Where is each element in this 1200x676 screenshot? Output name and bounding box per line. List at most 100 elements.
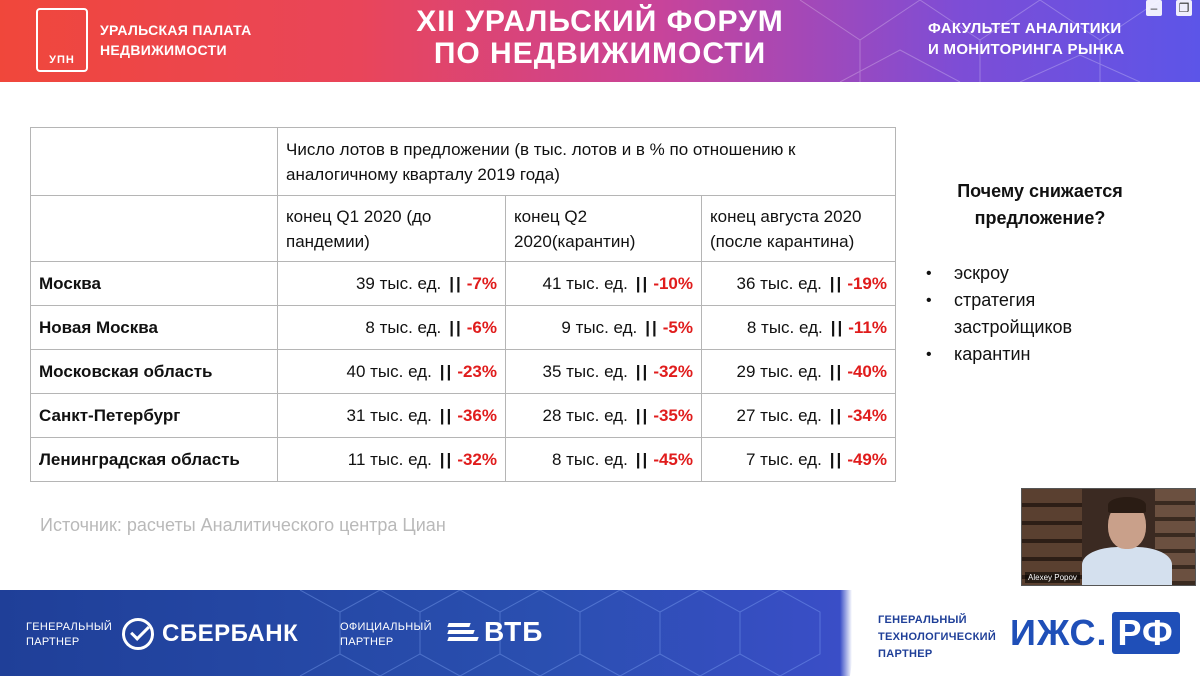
table-corner-cell-2 — [30, 195, 278, 262]
cell-separator: || — [635, 273, 650, 293]
cell-value: 8 тыс. ед. — [746, 317, 823, 337]
cell-percent: -19% — [847, 273, 887, 293]
cell-separator: || — [829, 405, 844, 425]
region-name: Новая Москва — [30, 305, 278, 350]
column-header-q2: конец Q2 2020(карантин) — [505, 195, 702, 262]
table-cell: 31 тыс. ед. || -36% — [277, 393, 506, 438]
footer-hex-pattern — [299, 590, 821, 676]
list-item: карантин — [922, 341, 1142, 368]
region-name: Москва — [30, 261, 278, 306]
cell-percent: -34% — [847, 405, 887, 425]
chamber-name: УРАЛЬСКАЯ ПАЛАТА НЕДВИЖИМОСТИ — [100, 20, 252, 60]
cell-value: 29 тыс. ед. — [736, 361, 822, 381]
general-partner-line2: ПАРТНЕР — [26, 636, 80, 648]
region-name: Московская область — [30, 349, 278, 394]
cell-percent: -36% — [457, 405, 497, 425]
chamber-line2: НЕДВИЖИМОСТИ — [100, 42, 227, 58]
cell-separator: || — [635, 405, 650, 425]
restore-button[interactable]: ❐ — [1176, 0, 1192, 16]
table-cell: 29 тыс. ед. || -40% — [701, 349, 896, 394]
column-header-august: конец августа 2020 (после карантина) — [701, 195, 896, 262]
logo-text: УПН — [49, 54, 75, 66]
list-item: стратегия застройщиков — [922, 287, 1142, 341]
forum-line1: XII УРАЛЬСКИЙ ФОРУМ — [416, 5, 784, 38]
faculty-line1: ФАКУЛЬТЕТ АНАЛИТИКИ — [928, 20, 1122, 37]
general-partner-label: ГЕНЕРАЛЬНЫЙ ПАРТНЕР — [26, 620, 112, 650]
izhs-logo: ИЖС. РФ — [1010, 612, 1180, 654]
side-question: Почему снижается предложение? — [957, 181, 1123, 228]
table-cell: 27 тыс. ед. || -34% — [701, 393, 896, 438]
faculty-line2: И МОНИТОРИНГА РЫНКА — [928, 41, 1125, 58]
person-hair — [1108, 497, 1146, 513]
cell-separator: || — [449, 273, 463, 293]
cell-percent: -32% — [653, 361, 693, 381]
vtb-name: ВТБ — [484, 616, 544, 647]
header-grid-pattern — [799, 0, 1161, 82]
bookshelf-left — [1022, 489, 1082, 585]
cell-percent: -49% — [847, 449, 887, 469]
tech-partner-line2: ТЕХНОЛОГИЧЕСКИЙ — [878, 631, 997, 643]
tech-partner-line1: ГЕНЕРАЛЬНЫЙ — [878, 614, 967, 626]
table-cell: 11 тыс. ед. || -32% — [277, 437, 506, 482]
table-cell: 9 тыс. ед. || -5% — [505, 305, 702, 350]
cell-value: 27 тыс. ед. — [736, 405, 822, 425]
participant-name: Alexey Popov — [1025, 572, 1080, 583]
cell-value: 40 тыс. ед. — [346, 361, 432, 381]
table-column-header-row: конец Q1 2020 (до пандемии) конец Q2 202… — [30, 195, 896, 262]
cell-percent: -40% — [847, 361, 887, 381]
cell-separator: || — [439, 405, 454, 425]
table-cell: 39 тыс. ед. || -7% — [277, 261, 506, 306]
cell-separator: || — [830, 317, 845, 337]
source-note: Источник: расчеты Аналитического центра … — [40, 515, 446, 535]
cell-percent: -11% — [848, 317, 887, 337]
table-row: Москва 39 тыс. ед. || -7% 41 тыс. ед. || -10… — [30, 261, 896, 306]
tech-partner-line3: ПАРТНЕР — [878, 648, 933, 660]
tech-partner-label: ГЕНЕРАЛЬНЫЙ ТЕХНОЛОГИЧЕСКИЙ ПАРТНЕР — [878, 612, 996, 663]
reasons-list: эскроу стратегия застройщиков карантин — [922, 260, 1142, 368]
cell-value: 41 тыс. ед. — [542, 273, 628, 293]
table-cell: 8 тыс. ед. || -45% — [505, 437, 702, 482]
cell-percent: -7% — [466, 273, 497, 293]
forum-line2: ПО НЕДВИЖИМОСТИ — [433, 37, 767, 70]
column-header-q1: конец Q1 2020 (до пандемии) — [277, 195, 506, 262]
cell-separator: || — [635, 449, 650, 469]
cell-separator: || — [439, 361, 454, 381]
official-partner-line1: ОФИЦИАЛЬНЫЙ — [340, 621, 432, 633]
cell-separator: || — [439, 449, 454, 469]
cell-separator: || — [829, 361, 844, 381]
cell-value: 7 тыс. ед. — [745, 449, 822, 469]
footer-banner — [0, 590, 1200, 676]
sberbank-logo: СБЕРБАНК — [122, 618, 298, 650]
cell-value: 9 тыс. ед. — [561, 317, 638, 337]
table-cell: 7 тыс. ед. || -49% — [701, 437, 896, 482]
table-cell: 8 тыс. ед. || -11% — [701, 305, 896, 350]
participant-video[interactable]: Alexey Popov — [1021, 488, 1196, 586]
header-banner: УПН УРАЛЬСКАЯ ПАЛАТА НЕДВИЖИМОСТИ XII УР… — [0, 0, 1200, 82]
cell-percent: -23% — [457, 361, 497, 381]
cell-value: 8 тыс. ед. — [551, 449, 628, 469]
cell-separator: || — [829, 273, 844, 293]
vtb-logo: ВТБ — [447, 616, 544, 648]
table-main-header: Число лотов в предложении (в тыс. лотов … — [277, 127, 896, 196]
cell-value: 35 тыс. ед. — [542, 361, 628, 381]
window-controls: – ❐ — [1146, 0, 1192, 16]
minimize-button[interactable]: – — [1146, 0, 1162, 16]
general-partner-line1: ГЕНЕРАЛЬНЫЙ — [26, 621, 113, 633]
table-row: Ленинградская область 11 тыс. ед. || -32% … — [30, 437, 896, 482]
cell-separator: || — [829, 449, 844, 469]
cell-value: 36 тыс. ед. — [736, 273, 822, 293]
cell-value: 28 тыс. ед. — [542, 405, 628, 425]
cell-value: 39 тыс. ед. — [355, 273, 442, 293]
cell-percent: -32% — [457, 449, 497, 469]
table-corner-cell — [30, 127, 278, 196]
cell-percent: -35% — [653, 405, 693, 425]
region-name: Санкт-Петербург — [30, 393, 278, 438]
chamber-line1: УРАЛЬСКАЯ ПАЛАТА — [100, 22, 252, 38]
izhs-name: ИЖС. — [1010, 612, 1108, 653]
forum-title: XII УРАЛЬСКИЙ ФОРУМ ПО НЕДВИЖИМОСТИ — [360, 6, 840, 70]
region-name: Ленинградская область — [30, 437, 278, 482]
vtb-stripes-icon — [447, 623, 479, 641]
table-row: Новая Москва 8 тыс. ед. || -6% 9 тыс. ед. |… — [30, 305, 896, 350]
cell-separator: || — [645, 317, 659, 337]
cell-value: 11 тыс. ед. — [347, 449, 432, 469]
